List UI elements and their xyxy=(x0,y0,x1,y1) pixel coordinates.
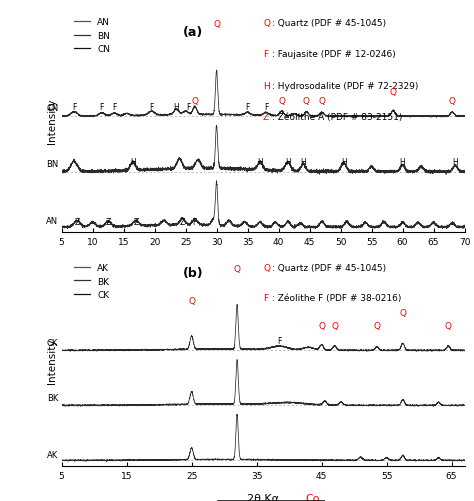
Text: AK: AK xyxy=(47,449,58,458)
Text: Z: Z xyxy=(106,217,111,226)
Text: Z: Z xyxy=(74,217,80,226)
Text: Q: Q xyxy=(263,264,270,273)
Text: F: F xyxy=(112,103,117,112)
Legend: AN, BN, CN: AN, BN, CN xyxy=(70,15,114,58)
Text: H: H xyxy=(301,158,306,167)
Text: H: H xyxy=(263,81,270,90)
Text: Co: Co xyxy=(305,493,320,501)
Text: Q: Q xyxy=(213,20,220,29)
Text: H: H xyxy=(130,158,136,167)
Text: Q: Q xyxy=(234,265,241,274)
Text: Q: Q xyxy=(445,322,452,331)
Text: H: H xyxy=(400,158,405,167)
Text: F: F xyxy=(277,337,282,346)
Text: F: F xyxy=(186,103,191,112)
Legend: AK, BK, CK: AK, BK, CK xyxy=(70,260,113,303)
Text: H: H xyxy=(173,103,179,112)
Text: Q: Q xyxy=(263,19,270,28)
Text: : Quartz (PDF # 45-1045): : Quartz (PDF # 45-1045) xyxy=(272,19,386,28)
Y-axis label: Intensity: Intensity xyxy=(47,338,57,383)
Text: Q: Q xyxy=(374,322,380,331)
Text: F: F xyxy=(246,103,250,112)
Text: F: F xyxy=(193,217,197,226)
Text: : Quartz (PDF # 45-1045): : Quartz (PDF # 45-1045) xyxy=(272,264,386,273)
Text: Q: Q xyxy=(319,97,326,106)
Text: 2θ Kα: 2θ Kα xyxy=(247,493,279,501)
Text: F: F xyxy=(263,294,268,303)
Text: : Zéolithe A (PDF # 83-2151): : Zéolithe A (PDF # 83-2151) xyxy=(272,113,402,122)
Text: Q: Q xyxy=(318,322,325,331)
Text: Co: Co xyxy=(305,258,320,268)
Text: F: F xyxy=(264,103,268,112)
Text: : Hydrosodalite (PDF # 72-2329): : Hydrosodalite (PDF # 72-2329) xyxy=(272,81,419,90)
Text: : Faujasite (PDF # 12-0246): : Faujasite (PDF # 12-0246) xyxy=(272,50,396,59)
Text: CK: CK xyxy=(47,338,58,347)
Text: BK: BK xyxy=(47,393,58,402)
Text: Z: Z xyxy=(180,217,185,226)
Text: Q: Q xyxy=(399,309,406,318)
Text: : Zéolithe F (PDF # 38-0216): : Zéolithe F (PDF # 38-0216) xyxy=(272,294,401,303)
Text: Q: Q xyxy=(331,322,338,331)
Text: 2θ Kα: 2θ Kα xyxy=(247,258,279,268)
Text: (b): (b) xyxy=(182,266,203,279)
Text: H: H xyxy=(341,158,346,167)
Text: Z: Z xyxy=(133,217,138,226)
Text: Q: Q xyxy=(390,88,397,97)
Text: H: H xyxy=(285,158,291,167)
Text: CN: CN xyxy=(46,104,58,113)
Text: Q: Q xyxy=(191,97,199,106)
Text: Q: Q xyxy=(303,97,310,106)
Y-axis label: Intensity: Intensity xyxy=(47,99,57,144)
Text: (a): (a) xyxy=(182,26,203,39)
Text: Q: Q xyxy=(278,97,285,106)
Text: H: H xyxy=(452,158,458,167)
Text: F: F xyxy=(263,50,268,59)
Text: F: F xyxy=(100,103,104,112)
Text: H: H xyxy=(257,158,263,167)
Text: F: F xyxy=(72,103,76,112)
Text: F: F xyxy=(149,103,154,112)
Text: Z: Z xyxy=(263,113,269,122)
Text: AN: AN xyxy=(46,216,58,225)
Text: Q: Q xyxy=(448,97,456,106)
Text: Q: Q xyxy=(188,296,195,305)
Text: BN: BN xyxy=(46,159,58,168)
